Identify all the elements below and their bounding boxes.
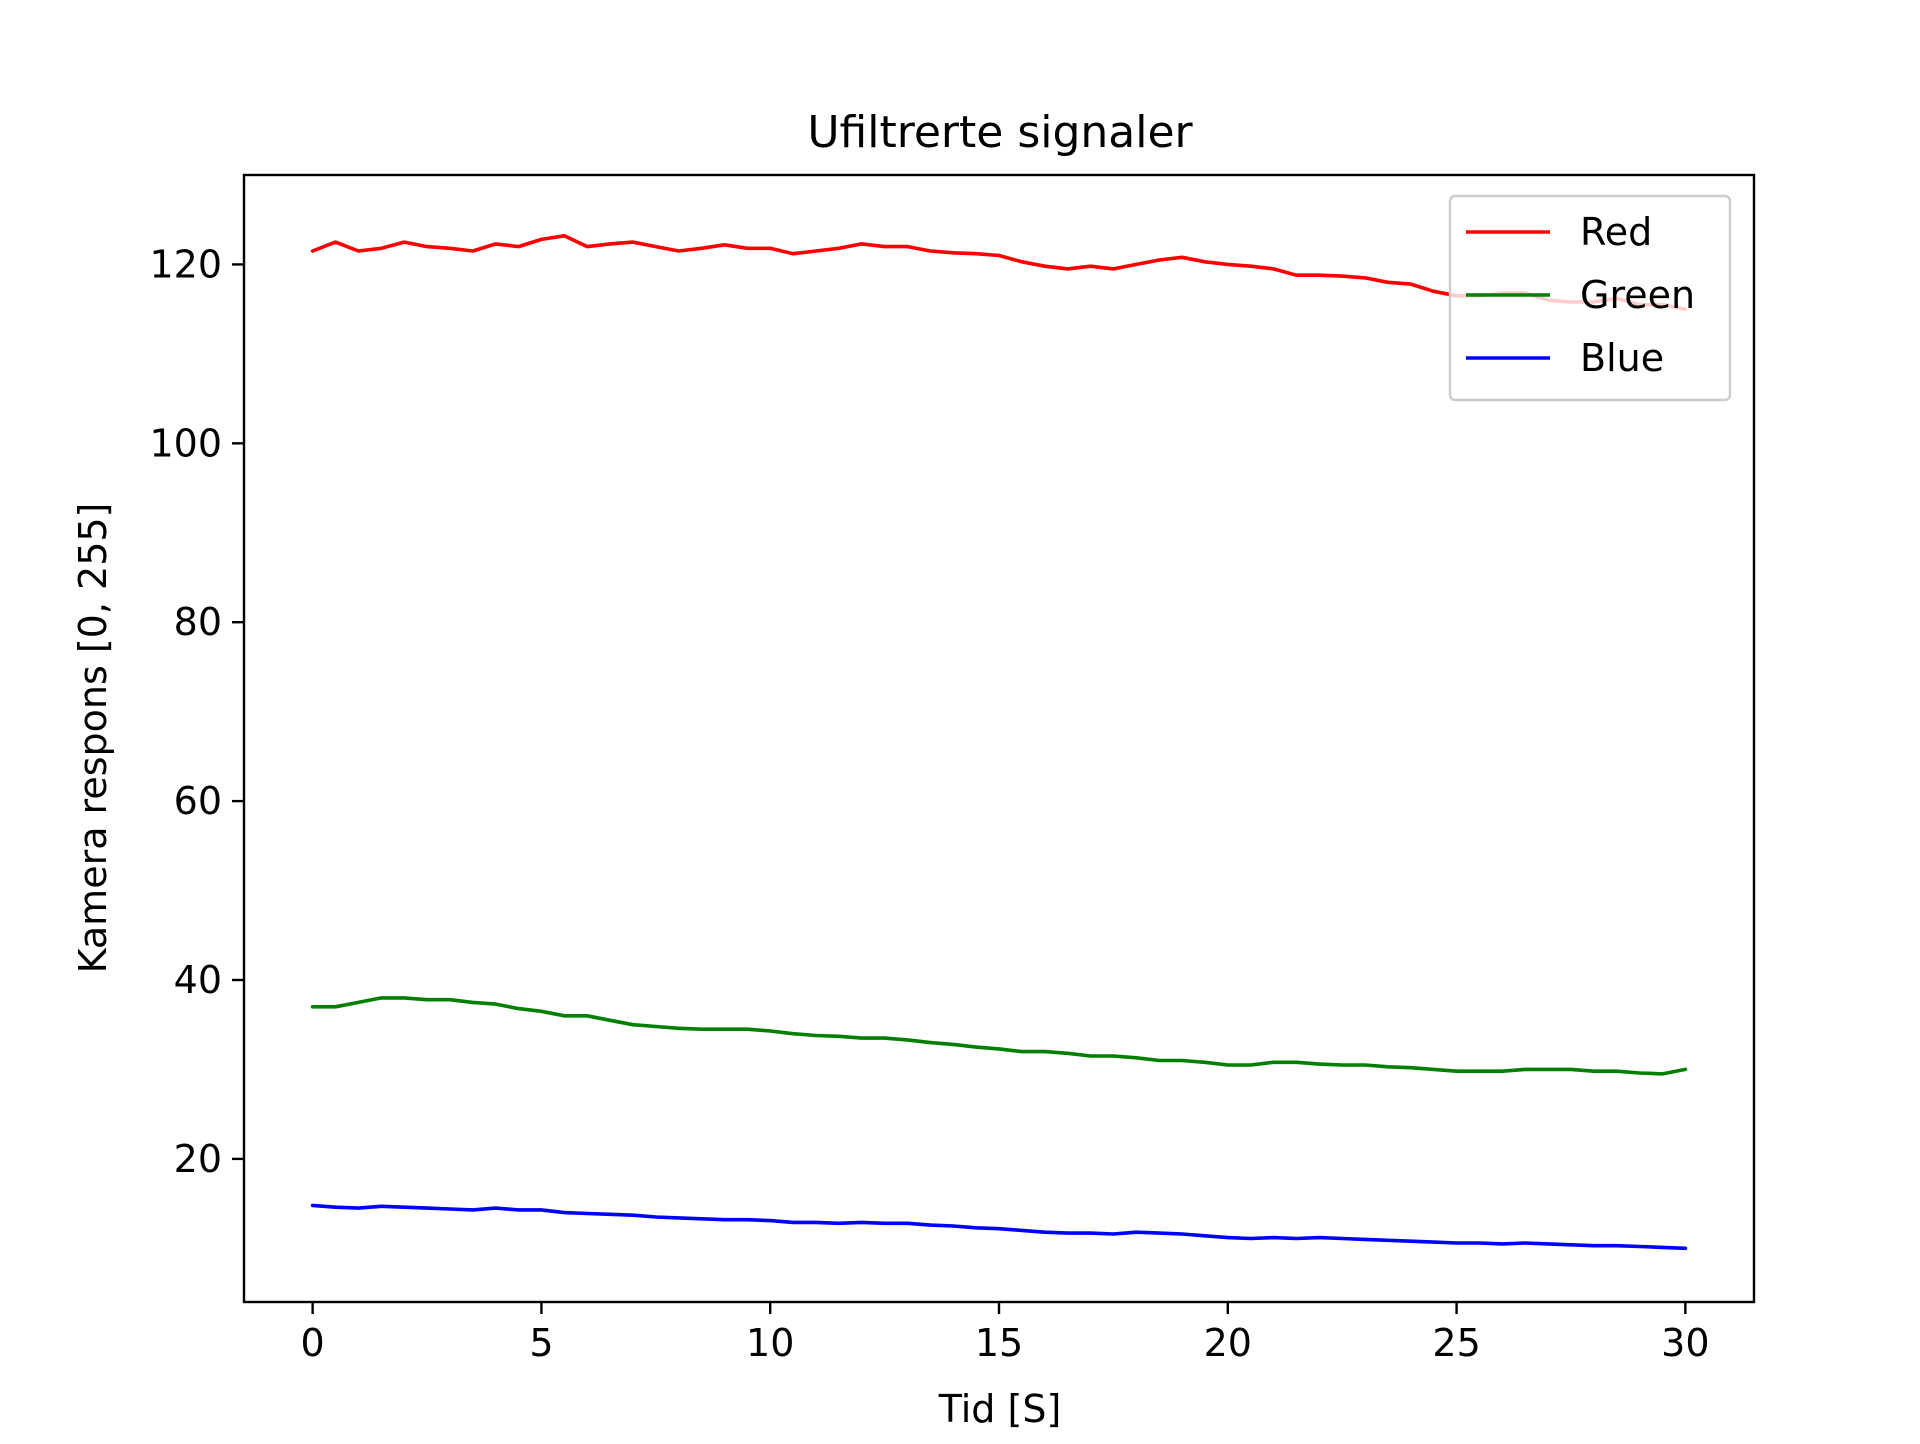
legend-box <box>1448 194 1732 402</box>
y-tick-label: 40 <box>174 958 222 1002</box>
x-tick-label: 20 <box>1204 1321 1252 1365</box>
legend-label-green: Green <box>1580 273 1695 317</box>
series-line-blue <box>310 1203 1688 1251</box>
x-axis-label: Tid [S] <box>938 1387 1062 1431</box>
legend-label-blue: Blue <box>1580 336 1664 380</box>
y-tick-label: 80 <box>174 600 222 644</box>
y-tick-label: 60 <box>174 779 222 823</box>
y-tick-label: 100 <box>149 421 222 465</box>
x-tick-label: 25 <box>1432 1321 1480 1365</box>
series-line-green <box>310 996 1688 1076</box>
y-axis-label: Kamera respons [0, 255] <box>71 503 115 974</box>
x-tick-label: 10 <box>746 1321 794 1365</box>
x-tick-label: 15 <box>975 1321 1023 1365</box>
chart-title: Ufiltrerte signaler <box>807 107 1193 158</box>
axis-ticks: 0 5 10 15 20 25 30 20 40 60 80 100 120 <box>149 242 1709 1365</box>
y-tick-label: 120 <box>149 242 222 286</box>
legend: Red Green Blue <box>1448 194 1732 402</box>
x-tick-label: 0 <box>301 1321 325 1365</box>
x-tick-label: 5 <box>529 1321 553 1365</box>
x-tick-label: 30 <box>1661 1321 1709 1365</box>
legend-label-red: Red <box>1580 210 1652 254</box>
y-tick-label: 20 <box>174 1137 222 1181</box>
plot-frame <box>242 173 1756 1304</box>
